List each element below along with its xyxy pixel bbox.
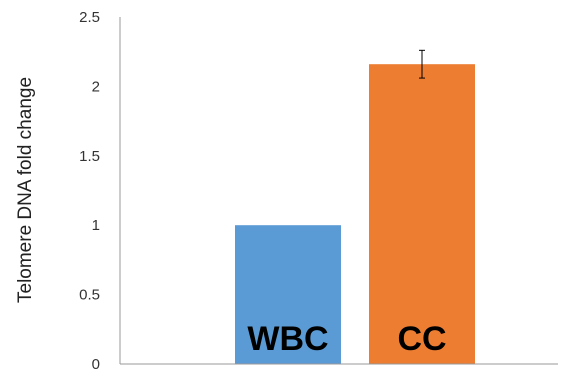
y-tick-label: 0 [92, 356, 100, 373]
y-tick-label: 2.5 [79, 9, 100, 26]
bar-label-wbc: WBC [247, 320, 328, 358]
y-axis-ticks: 0 0.5 1 1.5 2 2.5 [79, 9, 100, 373]
y-tick-label: 0.5 [79, 287, 100, 304]
bars [235, 64, 475, 364]
bar-labels: WBC CC [247, 320, 446, 358]
y-tick-label: 1.5 [79, 148, 100, 165]
bar-label-cc: CC [397, 320, 446, 358]
error-bars [419, 49, 425, 79]
y-tick-label: 2 [92, 78, 100, 95]
y-axis-title: Telomere DNA fold change [15, 77, 36, 303]
bar-wbc [235, 225, 341, 364]
y-tick-label: 1 [92, 217, 100, 234]
bar-cc [369, 64, 475, 364]
